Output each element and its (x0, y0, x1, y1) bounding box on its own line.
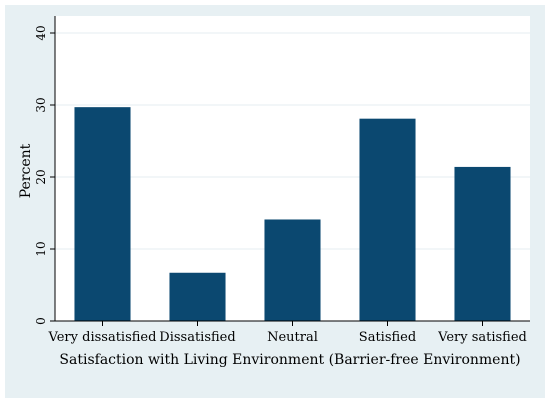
x-tick-label: Neutral (267, 330, 318, 345)
x-axis-title: Satisfaction with Living Environment (Ba… (59, 352, 520, 368)
bar-very-dissatisfied (74, 107, 131, 321)
x-tick-label: Very satisfied (437, 330, 527, 345)
y-tick-label: 20 (34, 169, 48, 184)
bar-satisfied (359, 118, 416, 322)
tick-labels: 0 10 20 30 40 Very dissatisfied Dissatisfied Ne… (34, 25, 527, 345)
axes (50, 16, 530, 326)
y-tick-label: 10 (34, 241, 48, 256)
x-tick-label: Very dissatisfied (48, 330, 157, 345)
bar-neutral (264, 219, 321, 321)
x-tick-label: Satisfied (359, 330, 416, 345)
bar-very-satisfied (454, 166, 511, 321)
bars (74, 107, 511, 322)
x-tick-label: Dissatisfied (159, 330, 235, 345)
y-tick-label: 40 (34, 25, 48, 40)
gridlines (55, 32, 530, 250)
y-axis-title: Percent (18, 143, 34, 198)
y-tick-label: 30 (34, 97, 48, 112)
bar-dissatisfied (169, 272, 226, 321)
y-tick-label: 0 (34, 317, 48, 325)
